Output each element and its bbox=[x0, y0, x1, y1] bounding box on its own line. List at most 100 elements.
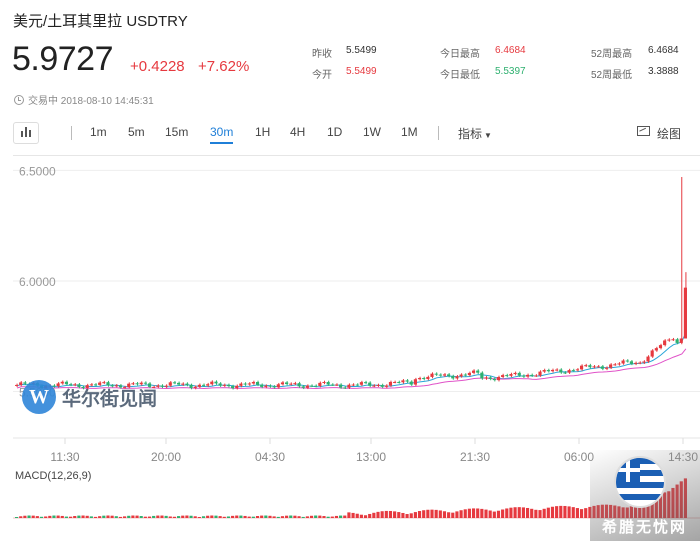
candle-body bbox=[351, 384, 355, 386]
candle-body bbox=[355, 384, 359, 386]
macd-bar bbox=[52, 515, 56, 518]
macd-bar bbox=[27, 515, 31, 518]
draw-button[interactable]: 绘图 bbox=[657, 127, 682, 141]
macd-bar bbox=[496, 510, 501, 518]
candle-body bbox=[613, 364, 617, 366]
candle-body bbox=[596, 366, 600, 368]
candle-body bbox=[143, 382, 147, 384]
candle-body bbox=[247, 383, 251, 385]
candle-body bbox=[60, 381, 64, 384]
candle-body bbox=[671, 339, 675, 341]
candle-body bbox=[235, 385, 239, 389]
candlestick-type-button[interactable] bbox=[13, 122, 39, 144]
candle-body bbox=[638, 362, 642, 364]
draw-icon[interactable] bbox=[637, 126, 650, 136]
candle-body bbox=[189, 384, 193, 388]
candle-body bbox=[492, 378, 496, 381]
macd-bar bbox=[114, 516, 118, 518]
stat-label-day-high: 今日最高 bbox=[440, 49, 480, 60]
period-1d[interactable]: 1D bbox=[327, 125, 343, 139]
candle-body bbox=[575, 369, 579, 371]
candle-body bbox=[525, 374, 530, 377]
macd-bar bbox=[297, 516, 301, 518]
candle-body bbox=[388, 381, 393, 386]
candle-body bbox=[231, 386, 235, 389]
macd-bar bbox=[501, 509, 505, 518]
macd-bar bbox=[359, 514, 363, 518]
macd-bar bbox=[264, 515, 268, 518]
macd-bar bbox=[110, 515, 114, 518]
macd-bar bbox=[255, 516, 260, 518]
period-5m[interactable]: 5m bbox=[128, 125, 145, 139]
macd-bar bbox=[93, 516, 98, 518]
candle-body bbox=[239, 383, 243, 386]
candle-body bbox=[658, 345, 663, 349]
macd-bar bbox=[322, 516, 326, 518]
macd-bar bbox=[131, 515, 135, 518]
candle-body bbox=[251, 381, 255, 384]
trading-status-text: 交易中 2018-08-10 14:45:31 bbox=[28, 96, 154, 107]
macd-bar bbox=[23, 515, 27, 518]
period-1w[interactable]: 1W bbox=[363, 125, 381, 139]
macd-bar bbox=[363, 515, 368, 518]
candle-body bbox=[89, 384, 93, 386]
candle-body bbox=[127, 383, 131, 388]
candle-body bbox=[93, 384, 98, 386]
wallstreetcn-logo: W bbox=[22, 380, 56, 414]
stat-label-52w-high: 52周最高 bbox=[591, 49, 633, 60]
macd-bar bbox=[85, 515, 89, 518]
candle-body bbox=[193, 386, 197, 388]
indicators-label: 指标 bbox=[458, 127, 483, 141]
candle-body bbox=[501, 375, 505, 377]
candle-body bbox=[264, 385, 268, 387]
candle-body bbox=[152, 386, 156, 388]
candle-body bbox=[442, 374, 447, 376]
candle-body bbox=[384, 385, 388, 387]
stat-label-52w-low: 52周最低 bbox=[591, 70, 633, 81]
macd-bar bbox=[98, 516, 102, 518]
macd-bar bbox=[106, 515, 110, 518]
candle-body bbox=[334, 384, 339, 386]
candle-body bbox=[376, 385, 380, 387]
macd-bar bbox=[35, 516, 39, 518]
macd-bar bbox=[579, 509, 584, 518]
macd-bar bbox=[243, 515, 247, 518]
candle-body bbox=[177, 382, 181, 385]
candle-body bbox=[309, 385, 314, 387]
candle-body bbox=[542, 370, 546, 372]
period-1mo[interactable]: 1M bbox=[401, 125, 418, 139]
candle-body bbox=[243, 383, 247, 385]
candle-body bbox=[480, 372, 484, 379]
period-4h[interactable]: 4H bbox=[290, 125, 306, 139]
candle-body bbox=[563, 372, 567, 374]
candle-body bbox=[164, 385, 168, 387]
candle-body bbox=[372, 385, 376, 387]
macd-bar bbox=[143, 516, 147, 518]
macd-bar bbox=[102, 515, 106, 518]
period-15m[interactable]: 15m bbox=[165, 125, 189, 139]
candle-body bbox=[422, 378, 426, 380]
indicators-menu[interactable]: 指标 ▼ bbox=[458, 125, 492, 142]
candle-body bbox=[650, 350, 654, 357]
candle-body bbox=[339, 384, 343, 388]
stat-value-open: 5.5499 bbox=[346, 66, 377, 77]
macd-bar bbox=[231, 515, 235, 518]
period-1h[interactable]: 1H bbox=[255, 125, 271, 139]
macd-bar bbox=[434, 509, 438, 518]
period-30m[interactable]: 30m bbox=[210, 125, 234, 144]
candle-body bbox=[19, 382, 23, 385]
candle-body bbox=[521, 375, 525, 377]
macd-bar bbox=[272, 516, 276, 518]
macd-bar bbox=[314, 515, 318, 518]
macd-bar bbox=[301, 516, 305, 518]
watermark: W 华尔街见闻 bbox=[22, 380, 157, 414]
macd-bar bbox=[334, 515, 339, 518]
clock-icon bbox=[14, 94, 24, 105]
macd-bar bbox=[484, 509, 488, 518]
stat-label-prev-close: 昨收 bbox=[312, 49, 332, 60]
candle-body bbox=[110, 385, 114, 387]
macd-bar bbox=[546, 507, 550, 518]
period-1m[interactable]: 1m bbox=[90, 125, 107, 139]
candle-body bbox=[168, 382, 172, 386]
candle-body bbox=[600, 366, 604, 369]
